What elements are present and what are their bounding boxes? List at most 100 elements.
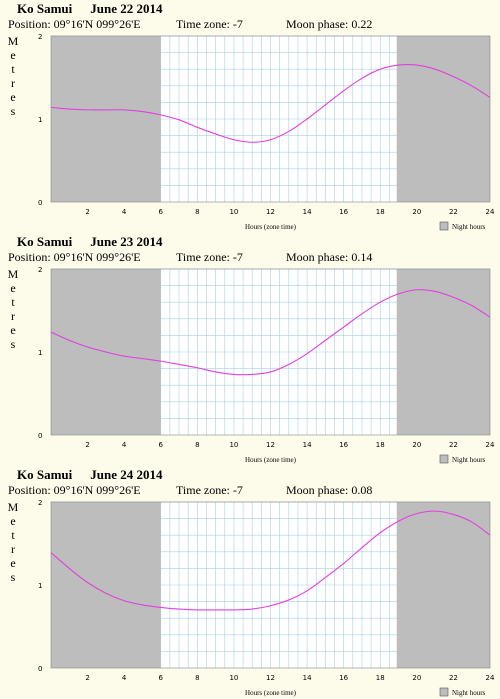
x-tick-label: 22	[449, 674, 458, 682]
legend-label: Night hours	[452, 689, 486, 697]
chart-date: June 22 2014	[90, 1, 163, 16]
y-axis-label-letter: t	[11, 62, 15, 76]
y-axis-label-letter: e	[10, 48, 16, 62]
legend-swatch	[439, 221, 449, 231]
y-axis-label-letter: e	[10, 90, 16, 104]
x-tick-label: 8	[195, 441, 199, 449]
timezone-text: Time zone: -7	[176, 17, 243, 31]
moon-phase-text: Moon phase: 0.08	[286, 483, 373, 497]
moon-phase-text: Moon phase: 0.14	[286, 250, 373, 264]
tide-chart-panel: 0 1 2 2 4 6 8 10 12 14 16 18 20 22 24 Hours (zone time)…	[0, 0, 500, 233]
y-tick-label: 1	[38, 349, 42, 357]
moon-phase-text: Moon phase: 0.22	[286, 17, 373, 31]
y-tick-label: 2	[38, 499, 42, 507]
x-axis-label: Hours (zone time)	[245, 456, 297, 464]
y-axis-label-letter: e	[10, 281, 16, 295]
night-hours-shade	[396, 36, 490, 202]
x-tick-label: 8	[195, 208, 199, 216]
tide-chart-panel: 0 1 2 2 4 6 8 10 12 14 16 18 20 22 24 Hours (zone time)…	[0, 466, 500, 699]
chart-title: Ko Samui June 22 2014	[17, 1, 163, 17]
y-tick-label: 0	[38, 199, 42, 207]
y-axis-label-letter: r	[11, 542, 15, 556]
y-axis-label-letter: e	[10, 323, 16, 337]
y-tick-label: 0	[38, 432, 42, 440]
x-tick-label: 24	[486, 208, 495, 216]
location-name: Ko Samui	[17, 467, 73, 482]
y-tick-label: 1	[38, 116, 42, 124]
y-axis-label-letter: t	[11, 528, 15, 542]
x-tick-label: 6	[159, 208, 164, 216]
plot-border	[50, 501, 491, 669]
legend-label: Night hours	[452, 456, 486, 464]
x-tick-label: 2	[85, 674, 89, 682]
chart-title: Ko Samui June 23 2014	[17, 234, 163, 250]
chart-title: Ko Samui June 24 2014	[17, 467, 163, 483]
legend-swatch	[439, 687, 449, 697]
x-tick-label: 22	[449, 441, 458, 449]
position-text: Position: 09°16'N 099°26'E	[8, 17, 141, 31]
y-tick-label: 2	[38, 266, 42, 274]
location-name: Ko Samui	[17, 1, 73, 16]
y-axis-label-letter: s	[10, 570, 16, 584]
x-tick-label: 20	[412, 441, 421, 449]
timezone-text: Time zone: -7	[176, 483, 243, 497]
y-axis-label-letter: t	[11, 295, 15, 309]
x-tick-label: 24	[486, 441, 495, 449]
timezone-text: Time zone: -7	[176, 250, 243, 264]
chart-date: June 23 2014	[90, 234, 163, 249]
night-hours-shade	[396, 502, 490, 668]
legend-swatch	[439, 454, 449, 464]
x-tick-label: 18	[376, 208, 385, 216]
y-tick-label: 1	[38, 582, 42, 590]
tide-height-line	[50, 63, 491, 143]
x-tick-label: 14	[303, 208, 312, 216]
x-tick-label: 12	[266, 441, 275, 449]
location-name: Ko Samui	[17, 234, 73, 249]
y-axis-label-letter: s	[10, 337, 16, 351]
chart-date: June 24 2014	[90, 467, 163, 482]
y-axis-label-letter: r	[11, 76, 15, 90]
x-tick-label: 12	[266, 674, 275, 682]
x-tick-label: 8	[195, 674, 199, 682]
y-axis-label-letter: M	[7, 500, 19, 514]
x-tick-label: 12	[266, 208, 275, 216]
x-tick-label: 20	[412, 208, 421, 216]
x-tick-label: 14	[303, 441, 312, 449]
x-tick-label: 18	[376, 674, 385, 682]
x-tick-label: 4	[122, 208, 127, 216]
tide-chart-panel: 0 1 2 2 4 6 8 10 12 14 16 18 20 22 24 Hours (zone time)…	[0, 233, 500, 466]
x-tick-label: 10	[229, 208, 238, 216]
x-tick-label: 24	[486, 674, 495, 682]
x-tick-label: 18	[376, 441, 385, 449]
x-tick-label: 2	[85, 441, 89, 449]
y-axis-label-letter: s	[10, 104, 16, 118]
tide-height-line	[50, 510, 491, 611]
x-tick-label: 4	[122, 674, 127, 682]
x-axis-label: Hours (zone time)	[245, 223, 297, 231]
x-tick-label: 16	[339, 208, 348, 216]
night-hours-shade	[51, 502, 161, 668]
x-tick-label: 16	[339, 441, 348, 449]
x-tick-label: 10	[229, 674, 238, 682]
x-tick-label: 2	[85, 208, 89, 216]
x-tick-label: 10	[229, 441, 238, 449]
tide-height-line	[50, 289, 491, 376]
position-text: Position: 09°16'N 099°26'E	[8, 483, 141, 497]
plot-border	[50, 35, 491, 203]
y-tick-label: 2	[38, 33, 42, 41]
y-axis-label-letter: M	[7, 34, 19, 48]
x-tick-label: 4	[122, 441, 127, 449]
y-axis-label-letter: e	[10, 556, 16, 570]
x-tick-label: 6	[159, 674, 164, 682]
night-hours-shade	[51, 36, 161, 202]
x-tick-label: 6	[159, 441, 164, 449]
legend-label: Night hours	[452, 223, 486, 231]
x-tick-label: 20	[412, 674, 421, 682]
x-tick-label: 22	[449, 208, 458, 216]
